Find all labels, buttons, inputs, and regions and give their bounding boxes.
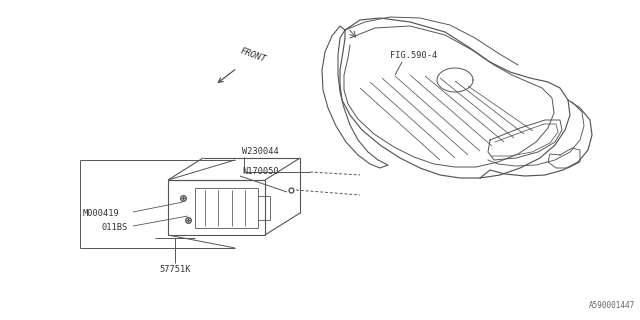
Text: 011BS: 011BS: [101, 223, 127, 233]
Text: M000419: M000419: [83, 210, 120, 219]
Text: W230044: W230044: [242, 148, 279, 156]
Text: N170050: N170050: [242, 167, 279, 177]
Text: A590001447: A590001447: [589, 301, 635, 310]
Text: FRONT: FRONT: [239, 46, 268, 64]
Text: 57751K: 57751K: [159, 266, 191, 275]
Text: FIG.590-4: FIG.590-4: [390, 51, 437, 60]
